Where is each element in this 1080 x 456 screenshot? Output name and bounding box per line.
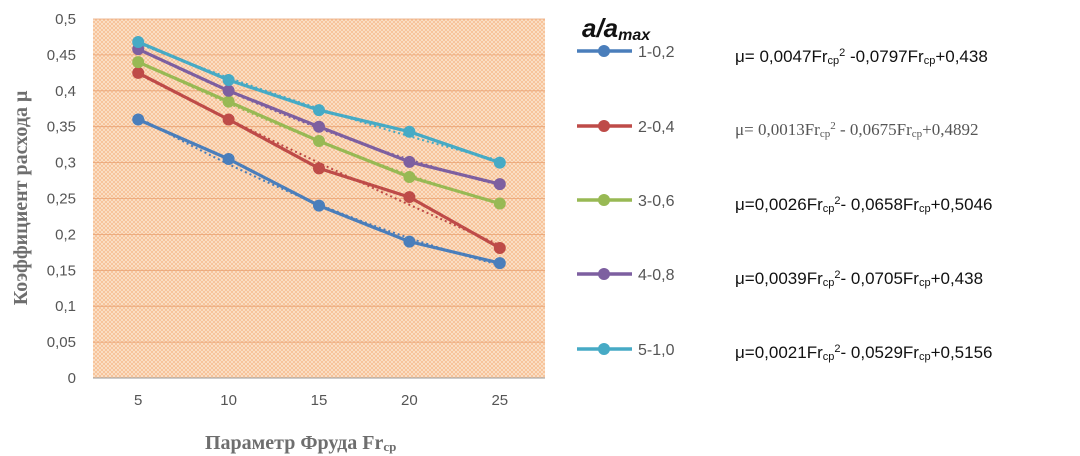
data-point xyxy=(222,84,235,97)
y-tick-label: 0,35 xyxy=(47,119,76,136)
data-point xyxy=(403,125,416,138)
y-tick-label: 0,4 xyxy=(55,83,76,100)
x-axis-title: Параметр Фруда Frcp xyxy=(205,432,396,454)
regression-equation: μ=0,0021Frcp2- 0,0529Frcp+0,5156 xyxy=(735,343,993,363)
data-point xyxy=(222,95,235,108)
y-tick-label: 0,25 xyxy=(47,191,76,208)
data-point xyxy=(132,56,145,69)
y-tick-label: 0,15 xyxy=(47,262,76,279)
legend-marker xyxy=(598,120,610,132)
y-tick-label: 0,5 xyxy=(55,11,76,28)
data-point xyxy=(403,191,416,204)
x-tick-label: 20 xyxy=(401,392,418,409)
y-tick-label: 0,3 xyxy=(55,155,76,172)
x-tick-label: 15 xyxy=(311,392,328,409)
y-axis-ticks: 0 0,05 0,1 0,15 0,2 0,25 0,3 0,35 0,4 0,45 0,5 xyxy=(47,11,76,387)
y-tick-label: 0,1 xyxy=(55,298,76,315)
legend-label: 4-0,8 xyxy=(638,267,675,284)
regression-equation: μ=0,0026Frcp2- 0,0658Frcp+0,5046 xyxy=(735,195,993,215)
y-tick-label: 0,05 xyxy=(47,334,76,351)
data-point xyxy=(313,120,325,133)
data-point xyxy=(132,35,145,48)
data-point xyxy=(493,197,506,210)
x-tick-label: 10 xyxy=(220,392,237,409)
legend: a/amax 1-0,2 2-0,4 3-0,6 4-0,8 5-1,0 xyxy=(577,13,675,359)
data-point xyxy=(313,104,325,117)
data-point xyxy=(403,235,416,248)
regression-equation: μ=0,0039Frcp2- 0,0705Frcp+0,438 xyxy=(735,269,984,289)
data-point xyxy=(403,155,416,168)
data-point xyxy=(132,66,145,79)
y-tick-label: 0,45 xyxy=(47,47,76,64)
data-point xyxy=(493,156,506,169)
data-point xyxy=(132,113,145,126)
data-point xyxy=(493,257,506,270)
legend-label: 1-0,2 xyxy=(638,44,675,61)
x-tick-label: 5 xyxy=(134,392,142,409)
data-point xyxy=(493,178,506,191)
data-point xyxy=(313,135,325,148)
data-point xyxy=(313,162,325,175)
data-point xyxy=(222,153,235,166)
data-point xyxy=(222,113,235,126)
y-tick-label: 0 xyxy=(68,370,76,387)
legend-label: 3-0,6 xyxy=(638,193,675,210)
legend-title: a/amax xyxy=(582,13,651,44)
legend-label: 5-1,0 xyxy=(638,342,675,359)
series-lines xyxy=(132,35,506,270)
x-axis-ticks: 5 10 15 20 25 xyxy=(134,392,508,409)
data-point xyxy=(222,74,235,87)
regression-equation: μ= 0,0047Frcp2 -0,0797Frcp+0,438 xyxy=(735,47,988,67)
data-point xyxy=(403,170,416,183)
legend-label: 2-0,4 xyxy=(638,119,675,136)
data-point xyxy=(493,242,506,255)
y-tick-label: 0,2 xyxy=(55,226,76,243)
legend-marker xyxy=(598,194,610,206)
legend-marker xyxy=(598,45,610,57)
x-tick-label: 25 xyxy=(491,392,508,409)
data-point xyxy=(313,199,325,212)
legend-marker xyxy=(598,268,610,280)
y-axis-title: Коэффициент расхода μ xyxy=(10,90,32,305)
legend-marker xyxy=(598,343,610,355)
regression-equation: μ= 0,0013Frcp2 - 0,0675Frcp+0,4892 xyxy=(735,120,979,140)
